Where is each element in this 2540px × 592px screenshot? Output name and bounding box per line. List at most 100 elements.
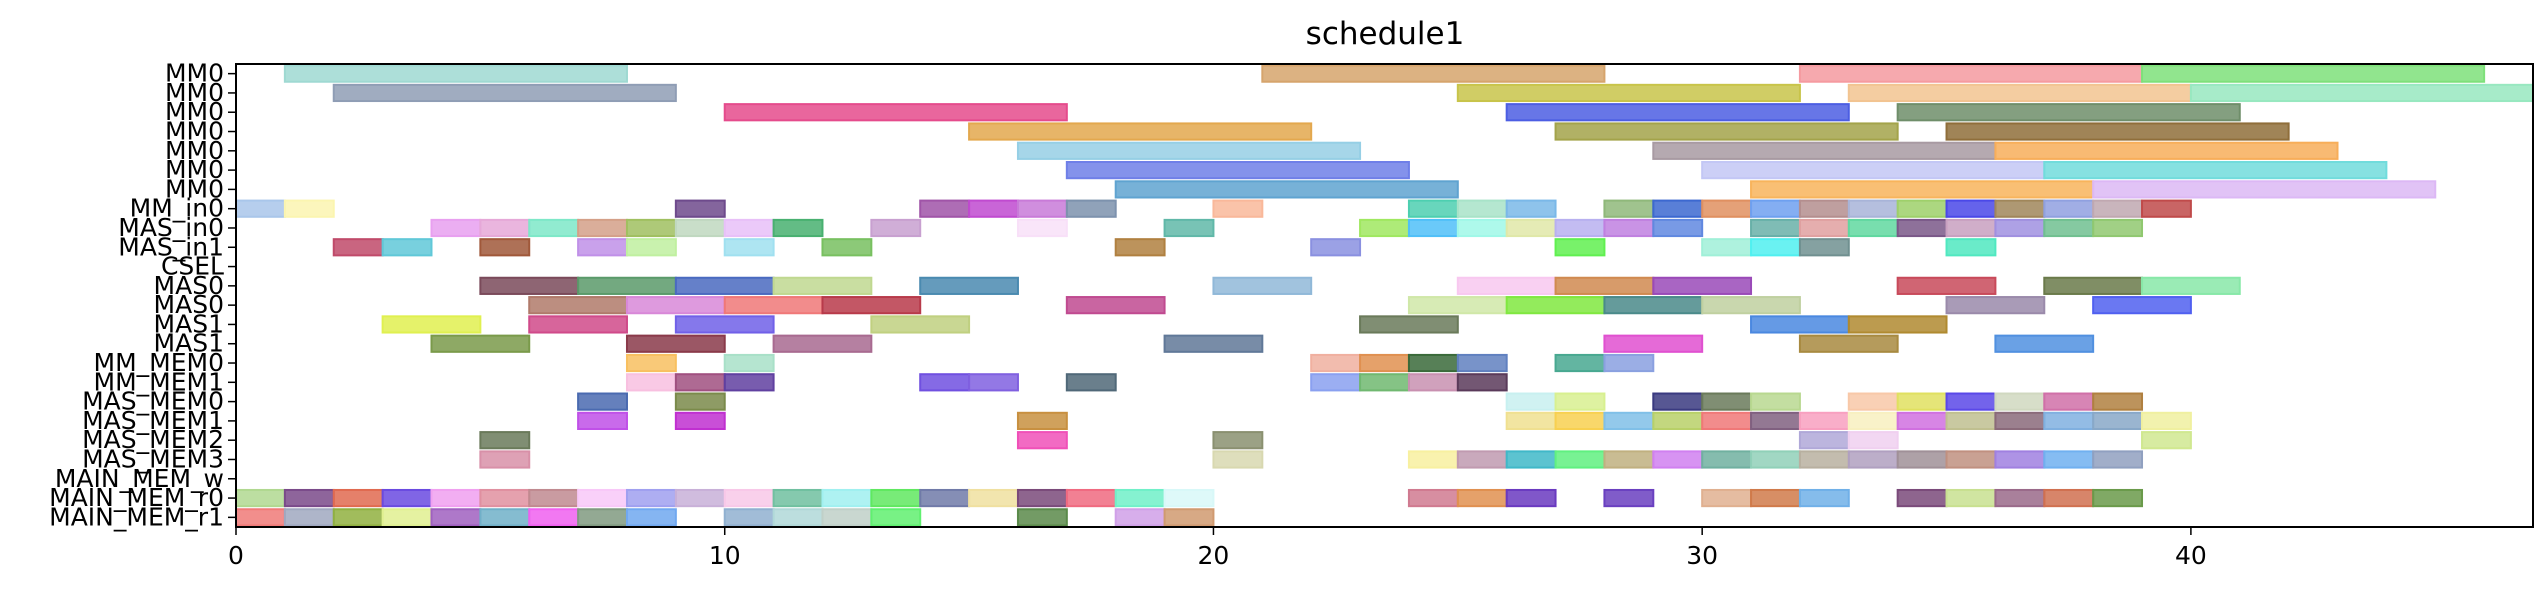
task-bar (1945, 411, 1997, 430)
task-bar (1701, 450, 1753, 469)
y-tick-label: MAS0 (154, 271, 224, 300)
task-bar (723, 238, 775, 257)
task-bar (1603, 218, 1655, 238)
task-bar (1505, 218, 1557, 238)
task-bar (968, 122, 1313, 141)
task-bar (528, 315, 628, 334)
task-bar (430, 488, 482, 508)
task-bar (1750, 488, 1801, 508)
task-bar (625, 373, 677, 392)
task-bar (870, 315, 971, 334)
task-bar (528, 296, 628, 315)
task-bar (1750, 392, 1801, 411)
task-bar (870, 508, 922, 527)
task-bar (430, 218, 482, 238)
task-bar (1945, 238, 1997, 257)
task-bar (1212, 450, 1264, 469)
task-bar (1554, 392, 1606, 411)
task-bar (1994, 199, 2046, 218)
task-bar (1114, 488, 1166, 508)
task-bar (1652, 450, 1704, 469)
task-bar (1407, 353, 1459, 373)
task-bar (1456, 373, 1508, 392)
task-bar (1554, 238, 1606, 257)
task-bar (2092, 218, 2144, 238)
task-bar (479, 238, 531, 257)
task-bar (1407, 199, 1459, 218)
task-bar (1163, 334, 1264, 353)
task-bar (1359, 373, 1410, 392)
task-bar (577, 276, 677, 295)
task-bar (1212, 199, 1264, 218)
task-bar (1505, 392, 1557, 411)
task-bar (1652, 392, 1704, 411)
y-tick-label: MM_in0 (130, 194, 224, 223)
task-bar (1945, 199, 1997, 218)
task-bar (2092, 199, 2144, 218)
task-bar (723, 103, 1068, 122)
y-tick-label: MM0 (165, 136, 224, 165)
task-bar (1994, 450, 2046, 469)
task-bar (1847, 199, 1899, 218)
task-bar (625, 218, 677, 238)
task-bar (1212, 276, 1313, 295)
task-bar (674, 276, 775, 295)
task-bar (674, 411, 726, 430)
task-bar (821, 508, 873, 527)
task-bar (1016, 508, 1068, 527)
task-bar (1701, 392, 1753, 411)
task-bar (1994, 392, 2046, 411)
y-tick-label: MAS_MEM1 (82, 406, 224, 435)
task-bar (772, 218, 824, 238)
task-bar (968, 373, 1019, 392)
task-bar (625, 488, 677, 508)
task-bar (1310, 353, 1362, 373)
task-bar (2043, 276, 2144, 295)
task-bar (1603, 411, 1655, 430)
task-bar (1505, 488, 1557, 508)
task-bar (479, 450, 531, 469)
task-bar (1750, 218, 1801, 238)
task-bar (919, 488, 971, 508)
task-bar (1505, 411, 1557, 430)
task-bar (723, 488, 775, 508)
task-bar (1603, 353, 1655, 373)
task-bar (332, 508, 384, 527)
task-bar (772, 508, 824, 527)
task-bar (2141, 276, 2241, 295)
task-bar (528, 508, 580, 527)
task-bar (870, 488, 922, 508)
task-bar (821, 238, 873, 257)
task-bars (235, 64, 2534, 527)
task-bar (1750, 180, 2095, 199)
task-bar (332, 238, 384, 257)
plot-frame (235, 63, 2534, 528)
task-bar (1945, 122, 2290, 141)
task-bar (1750, 315, 1850, 334)
task-bar (968, 199, 1019, 218)
task-bar (1505, 296, 1606, 315)
task-bar (1505, 450, 1557, 469)
task-bar (1798, 64, 2144, 83)
task-bar (1407, 373, 1459, 392)
task-bar (479, 276, 580, 295)
task-bar (1798, 450, 1850, 469)
y-tick-label: MAIN_MEM_r1 (49, 502, 224, 531)
task-bar (1261, 64, 1606, 83)
task-bar (381, 238, 433, 257)
task-bar (1994, 488, 2046, 508)
task-bar (1456, 276, 1557, 295)
task-bar (479, 508, 531, 527)
y-tick-label: MM0 (165, 59, 224, 88)
task-bar (1016, 431, 1068, 450)
task-bar (479, 431, 531, 450)
task-bar (625, 238, 677, 257)
task-bar (283, 64, 628, 83)
task-bar (1652, 276, 1753, 295)
x-tick-label: 40 (2175, 541, 2207, 570)
task-bar (1359, 218, 1410, 238)
task-bar (1798, 431, 1850, 450)
task-bar (381, 488, 433, 508)
task-bar (2141, 64, 2486, 83)
